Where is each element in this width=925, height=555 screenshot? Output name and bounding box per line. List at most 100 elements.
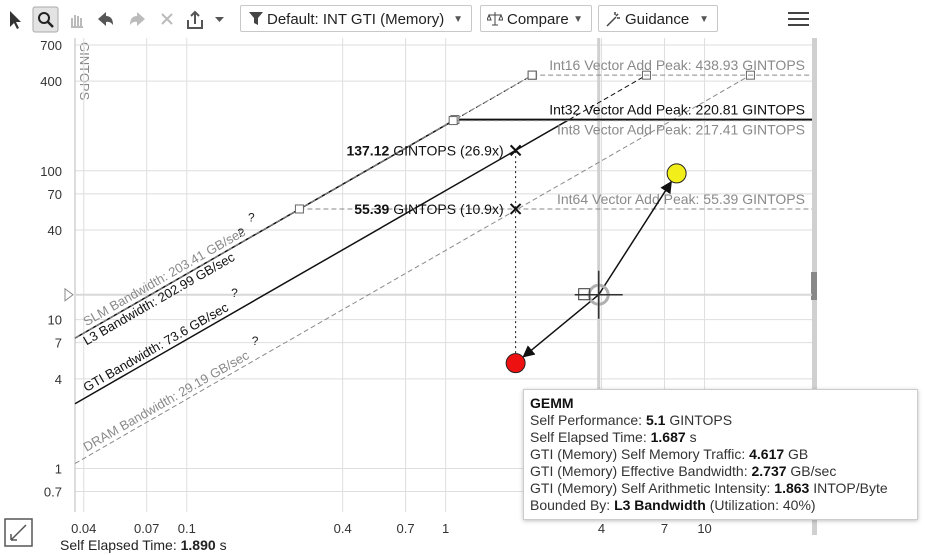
export-button[interactable]: [187, 10, 203, 29]
tooltip-label: GTI (Memory) Effective Bandwidth:: [530, 463, 748, 479]
projection-label: 137.12 GINTOPS (26.9x): [346, 142, 503, 158]
arrow: [598, 180, 672, 296]
y-tick-label: 7: [55, 336, 62, 351]
tooltip-row: GTI (Memory) Self Memory Traffic: 4.617 …: [530, 446, 911, 463]
y-tick-label: 40: [48, 223, 62, 238]
y-tick-label: 10: [48, 313, 62, 328]
x-tick-label: 4: [598, 521, 605, 536]
tooltip-value: L3 Bandwidth: [614, 497, 706, 513]
tooltip-value: 5.1: [645, 412, 666, 428]
tooltip-unit: (Utilization: 40%): [709, 497, 816, 513]
tooltip-row: GTI (Memory) Self Arithmetic Intensity: …: [530, 480, 911, 497]
y-tick-label: 700: [40, 38, 62, 53]
tooltip-title: GEMM: [530, 395, 574, 411]
point-crosshair: [574, 270, 623, 319]
tooltip-value: 1.687: [650, 429, 686, 445]
tooltip-row: Self Performance: 5.1 GINTOPS: [530, 412, 911, 429]
footer: Self Elapsed Time: 1.890 s: [60, 537, 227, 553]
tooltip-row: Bounded By: L3 Bandwidth (Utilization: 4…: [530, 497, 911, 514]
roof-marker: [448, 116, 458, 126]
y-tick-label: 0.7: [44, 485, 62, 500]
x-tick-label: 0.7: [397, 521, 415, 536]
filter-icon: [249, 12, 263, 25]
export-dropdown[interactable]: [215, 17, 224, 22]
tooltip-unit: s: [689, 429, 697, 445]
x-tick-label: 0.1: [178, 521, 196, 536]
tooltip-label: Self Performance:: [530, 412, 643, 428]
roof-label: Int32 Vector Add Peak: 220.81 GINTOPS: [549, 102, 805, 118]
tooltip-label: Self Elapsed Time:: [530, 429, 647, 445]
roof-note: ?: [237, 226, 244, 240]
footer-unit: s: [219, 537, 227, 553]
caret: ▼: [699, 14, 709, 25]
compare-dropdown[interactable]: Compare ▼: [480, 5, 592, 32]
arrow: [522, 294, 600, 358]
roof-marker: [294, 204, 304, 214]
tooltip: GEMM Self Performance: 5.1 GINTOPS Self E…: [523, 389, 918, 520]
tooltip-unit: GB/sec: [790, 463, 837, 479]
projection-label: 55.39 GINTOPS (10.9x): [354, 201, 503, 217]
undo-button[interactable]: [98, 12, 113, 26]
y-tick-label: 400: [40, 74, 62, 89]
roof-line: [74, 118, 570, 405]
caret: ▼: [573, 14, 583, 25]
projection-unit: GINTOPS: [393, 142, 456, 158]
roof-marker: [527, 70, 537, 80]
compare-label: Compare: [507, 11, 569, 28]
tooltip-value: 2.737: [751, 463, 787, 479]
guidance-icon: [606, 12, 620, 27]
projection-value: 137.12: [346, 142, 389, 158]
tooltip-row: Self Elapsed Time: 1.687 s: [530, 429, 911, 446]
footer-value: 1.890: [180, 537, 216, 553]
projection-unit: GINTOPS: [393, 201, 456, 217]
tooltip-label: GTI (Memory) Self Arithmetic Intensity:: [530, 480, 771, 496]
roof-label: Int64 Vector Add Peak: 55.39 GINTOPS: [557, 191, 805, 207]
x-tick-label: 10: [697, 521, 711, 536]
y-tick-label: 70: [48, 187, 62, 202]
footer-label: Self Elapsed Time:: [60, 537, 177, 553]
tooltip-label: Bounded By:: [530, 497, 611, 513]
zoom-tool[interactable]: [32, 6, 59, 33]
caret: ▼: [453, 14, 463, 25]
expand-button[interactable]: [4, 518, 33, 547]
expand-icon: [10, 524, 27, 541]
projection-mark: [509, 144, 522, 157]
guidance-label: Guidance: [625, 11, 690, 28]
redo-button[interactable]: [130, 12, 145, 26]
roof-note: ?: [248, 211, 255, 225]
roof-note: ?: [252, 334, 259, 348]
point-handle: [578, 288, 591, 301]
x-tick-label: 0.07: [134, 521, 159, 536]
projection-ratio: (10.9x): [460, 201, 504, 217]
clear-button[interactable]: [161, 13, 173, 25]
crosshair-marker: [64, 287, 74, 302]
point[interactable]: [505, 353, 526, 374]
projection-value: 55.39: [354, 201, 389, 217]
pan-tool[interactable]: [71, 15, 83, 28]
filter-dropdown[interactable]: Default: INT GTI (Memory) ▼: [240, 5, 472, 32]
y-axis-title: GINTOPS: [77, 42, 92, 101]
roof-line: [568, 74, 647, 121]
tooltip-unit: GINTOPS: [669, 412, 733, 428]
roof-note: ?: [231, 286, 238, 300]
toolbar: Default: INT GTI (Memory) ▼ Compare ▼ Guid…: [0, 0, 925, 38]
x-tick-label: 0.4: [334, 521, 352, 536]
tool-icons: [10, 6, 224, 33]
tooltip-unit: INTOP/Byte: [813, 480, 888, 496]
projection-ratio: (26.9x): [460, 142, 504, 158]
roof-label: Int16 Vector Add Peak: 438.93 GINTOPS: [549, 57, 805, 73]
x-tick-label: 0.04: [71, 521, 96, 536]
tooltip-value: 1.863: [774, 480, 810, 496]
compare-icon: [487, 12, 503, 26]
filter-label: Default: INT GTI (Memory): [267, 11, 445, 28]
scroll-handle[interactable]: [811, 272, 817, 300]
y-tick-label: 100: [40, 164, 62, 179]
guidance-dropdown[interactable]: Guidance ▼: [598, 5, 718, 32]
tooltip-value: 4.617: [749, 446, 785, 462]
pointer-tool[interactable]: [10, 11, 21, 29]
menu-button[interactable]: [788, 11, 810, 29]
x-tick-label: 1: [442, 521, 449, 536]
roof-line: [74, 74, 751, 464]
point[interactable]: [666, 163, 687, 184]
